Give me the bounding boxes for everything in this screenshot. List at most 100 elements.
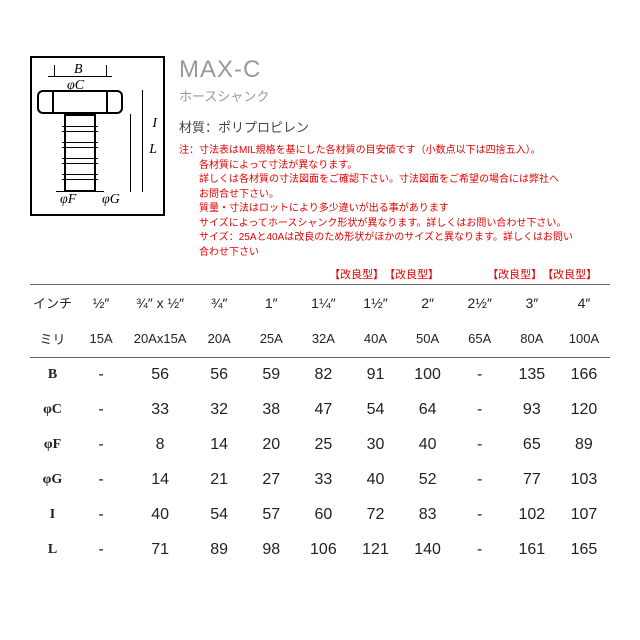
- cell: -: [454, 533, 506, 568]
- cell: 64: [402, 393, 454, 428]
- rowhead-l: L: [30, 533, 75, 568]
- table-body: B -5656598291100-135166 φC -333238475464…: [30, 358, 610, 569]
- cell: 50A: [402, 321, 454, 358]
- cell: 65A: [454, 321, 506, 358]
- table-row: φC -333238475464-93120: [30, 393, 610, 428]
- cell: -: [75, 533, 127, 568]
- cell: 20A: [193, 321, 245, 358]
- cell: 65: [506, 428, 558, 463]
- cell: ¾″: [193, 285, 245, 322]
- cell: 56: [127, 358, 193, 394]
- cell: ½″: [75, 285, 127, 322]
- cell: 80A: [506, 321, 558, 358]
- kairyou-4: 【改良型】: [542, 266, 597, 282]
- notes-block: 注：寸法表はMIL規格を基にした各材質の目安値です（小数点以下は四捨五入）。 各…: [179, 144, 610, 260]
- cell: 8: [127, 428, 193, 463]
- cell: -: [75, 463, 127, 498]
- cell: 54: [193, 498, 245, 533]
- cell: 14: [193, 428, 245, 463]
- rowhead-phif: φF: [30, 428, 75, 463]
- cell: 33: [297, 463, 349, 498]
- cell: 106: [297, 533, 349, 568]
- table-row: φF -81420253040-6589: [30, 428, 610, 463]
- cell: 32: [193, 393, 245, 428]
- material-label: 材質：ポリプロピレン: [179, 117, 610, 136]
- rowhead-i: I: [30, 498, 75, 533]
- notes-l8: 合わせ下さい: [179, 246, 610, 261]
- cell: 98: [245, 533, 297, 568]
- cell: 56: [193, 358, 245, 394]
- cell: 15A: [75, 321, 127, 358]
- cell: -: [454, 393, 506, 428]
- cell: 89: [193, 533, 245, 568]
- cell: 25: [297, 428, 349, 463]
- cell: 103: [558, 463, 610, 498]
- cell: 40A: [349, 321, 401, 358]
- notes-l7: サイズ：25Aと40Aは改良のため形状がほかのサイズと異なります。詳しくはお問い: [179, 231, 610, 246]
- cell: 59: [245, 358, 297, 394]
- notes-l5: 質量・寸法はロットにより多少違いが出る事があります: [179, 202, 610, 217]
- cell: 57: [245, 498, 297, 533]
- cell: 91: [349, 358, 401, 394]
- cell: 161: [506, 533, 558, 568]
- rowhead-b: B: [30, 358, 75, 394]
- cell: 52: [402, 463, 454, 498]
- cell: 102: [506, 498, 558, 533]
- header-row: B φC I L φF φG MAX-C ホースシャンク 材質：ポリプロピレン …: [30, 56, 610, 260]
- cell: -: [75, 393, 127, 428]
- notes-l2: 各材質によって寸法が異なります。: [179, 159, 610, 174]
- cell: 40: [402, 428, 454, 463]
- table-row: B -5656598291100-135166: [30, 358, 610, 394]
- cell: 32A: [297, 321, 349, 358]
- cell: 38: [245, 393, 297, 428]
- cell: 1″: [245, 285, 297, 322]
- table-row: φG -142127334052-77103: [30, 463, 610, 498]
- notes-l3: 詳しくは各材質の寸法図面をご確認下さい。寸法図面をご希望の場合には弊社へ: [179, 173, 610, 188]
- kairyou-3: 【改良型】: [487, 266, 542, 282]
- title-block: MAX-C ホースシャンク 材質：ポリプロピレン 注：寸法表はMIL規格を基にし…: [179, 56, 610, 260]
- notes-l1: 寸法表はMIL規格を基にした各材質の目安値です（小数点以下は四捨五入）。: [199, 145, 541, 156]
- cell: 4″: [558, 285, 610, 322]
- cell: ¾″ x ½″: [127, 285, 193, 322]
- cell: 1¼″: [297, 285, 349, 322]
- dimension-table: インチ ½″ ¾″ x ½″ ¾″ 1″ 1¼″ 1½″ 2″ 2½″ 3″ 4…: [30, 284, 610, 568]
- cell: 166: [558, 358, 610, 394]
- cell: 89: [558, 428, 610, 463]
- cell: 77: [506, 463, 558, 498]
- cell: 3″: [506, 285, 558, 322]
- cell: 20Ax15A: [127, 321, 193, 358]
- kairyou-1: 【改良型】: [329, 266, 384, 282]
- cell: 93: [506, 393, 558, 428]
- cell: 60: [297, 498, 349, 533]
- table-row: L -718998106121140-161165: [30, 533, 610, 568]
- diagram-label-phig: φG: [102, 192, 120, 208]
- diagram-label-phif: φF: [60, 192, 76, 208]
- cell: -: [454, 498, 506, 533]
- table-row: I -405457607283-102107: [30, 498, 610, 533]
- product-title: MAX-C: [179, 56, 610, 84]
- cell: 165: [558, 533, 610, 568]
- cell: -: [454, 463, 506, 498]
- notes-l4: お問合せ下さい。: [179, 188, 610, 203]
- diagram-label-i: I: [152, 116, 157, 132]
- cell: -: [75, 358, 127, 394]
- table-row-mm: ミリ 15A 20Ax15A 20A 25A 32A 40A 50A 65A 8…: [30, 321, 610, 358]
- cell: -: [75, 428, 127, 463]
- cell: 100: [402, 358, 454, 394]
- cell: 1½″: [349, 285, 401, 322]
- notes-l6: サイズによってホースシャンク形状が異なります。詳しくはお問い合わせ下さい。: [179, 217, 610, 232]
- cell: 120: [558, 393, 610, 428]
- cell: 20: [245, 428, 297, 463]
- cell: 33: [127, 393, 193, 428]
- cell: 27: [245, 463, 297, 498]
- rowhead-mm: ミリ: [30, 321, 75, 358]
- cell: 14: [127, 463, 193, 498]
- table-row-inch: インチ ½″ ¾″ x ½″ ¾″ 1″ 1¼″ 1½″ 2″ 2½″ 3″ 4…: [30, 285, 610, 322]
- kairyou-row: 【改良型】【改良型】 【改良型】【改良型】: [30, 266, 610, 282]
- kairyou-2: 【改良型】: [384, 266, 439, 282]
- cell: 135: [506, 358, 558, 394]
- cell: 71: [127, 533, 193, 568]
- rowhead-phic: φC: [30, 393, 75, 428]
- cell: -: [454, 358, 506, 394]
- cell: 140: [402, 533, 454, 568]
